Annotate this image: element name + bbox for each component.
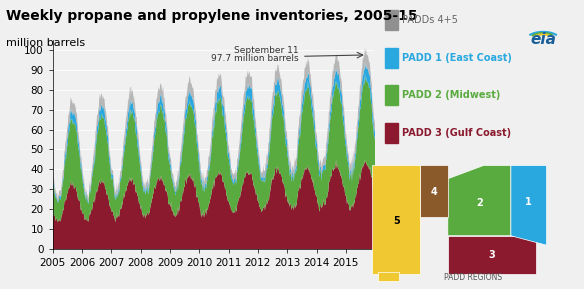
Polygon shape <box>372 166 420 274</box>
Text: 5: 5 <box>393 216 399 225</box>
Text: Weekly propane and propylene inventories, 2005-15: Weekly propane and propylene inventories… <box>6 9 418 23</box>
Polygon shape <box>420 166 448 217</box>
Text: 3: 3 <box>489 250 495 260</box>
Polygon shape <box>511 166 547 245</box>
Text: eia: eia <box>530 32 556 47</box>
Text: PADD 3 (Gulf Coast): PADD 3 (Gulf Coast) <box>402 128 511 138</box>
Text: PADD REGIONS: PADD REGIONS <box>444 273 502 282</box>
Text: 2: 2 <box>476 199 483 208</box>
Text: 1: 1 <box>526 197 532 207</box>
Text: PADD 2 (Midwest): PADD 2 (Midwest) <box>402 90 500 100</box>
Text: PADD 1 (East Coast): PADD 1 (East Coast) <box>402 53 512 63</box>
Polygon shape <box>378 272 399 281</box>
Text: 97.7 million barrels: 97.7 million barrels <box>211 54 299 63</box>
Polygon shape <box>448 236 536 274</box>
Text: PADDs 4+5: PADDs 4+5 <box>402 15 458 25</box>
Text: million barrels: million barrels <box>6 38 85 48</box>
Polygon shape <box>448 166 511 236</box>
Text: 4: 4 <box>431 187 437 197</box>
Text: September 11: September 11 <box>234 46 299 55</box>
